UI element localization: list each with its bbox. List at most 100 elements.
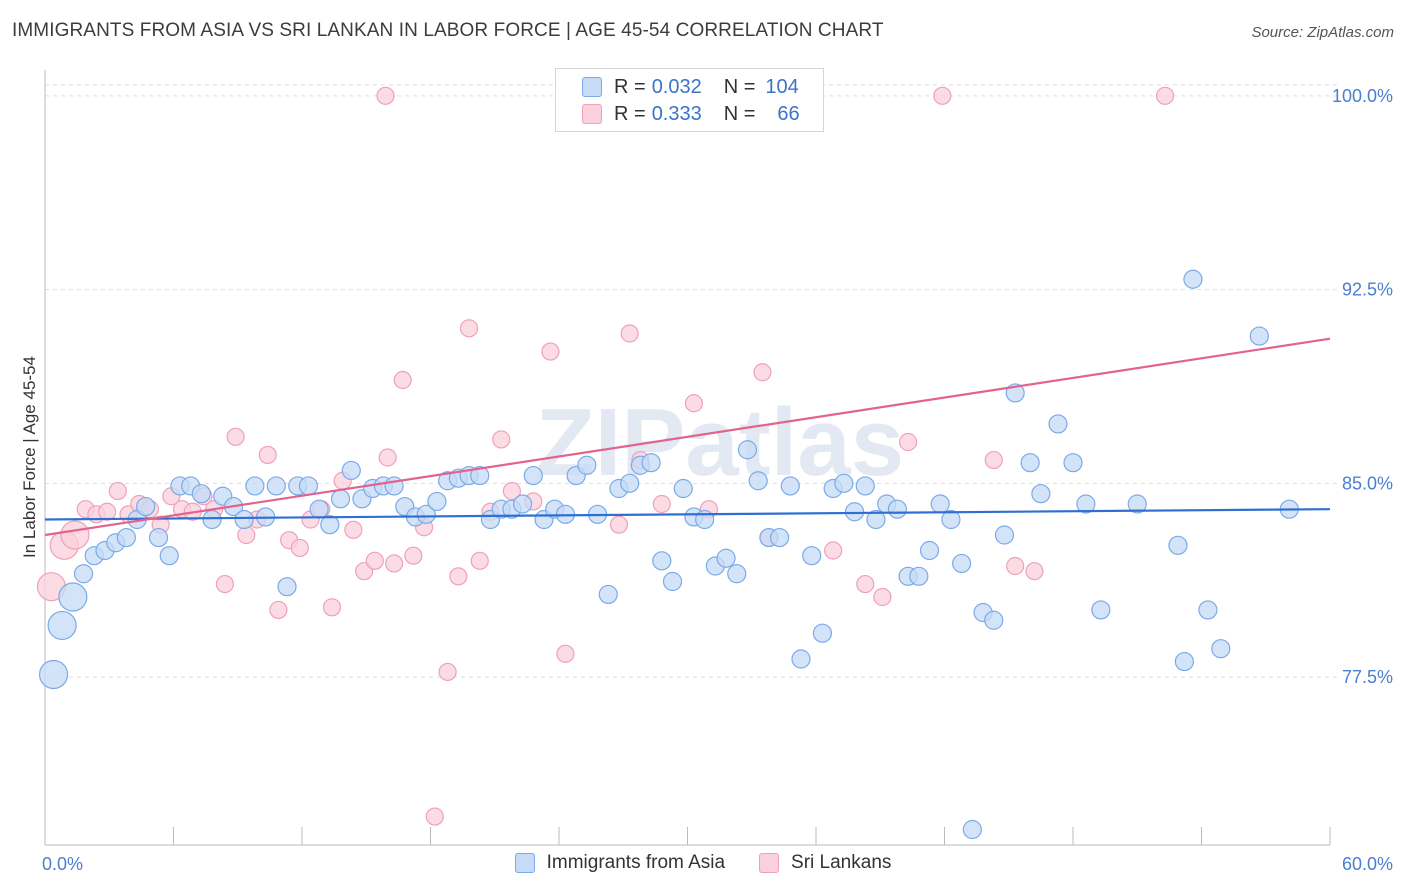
srilankan-point bbox=[60, 520, 90, 550]
srilankan-point bbox=[1006, 556, 1025, 576]
srilankan-point bbox=[108, 481, 127, 501]
asia-point bbox=[1020, 453, 1040, 473]
asia-point bbox=[1249, 326, 1269, 346]
legend-n-label: N = bbox=[723, 102, 756, 125]
srilankan-point bbox=[290, 538, 309, 558]
srilankan-point bbox=[898, 432, 918, 452]
legend-swatch-srilankan bbox=[759, 853, 780, 873]
legend-item-srilankan: Sri Lankans bbox=[759, 852, 891, 874]
asia-point bbox=[577, 455, 597, 475]
asia-point bbox=[844, 502, 865, 522]
srilankan-point bbox=[258, 445, 277, 465]
asia-point bbox=[962, 819, 982, 840]
asia-point bbox=[266, 476, 286, 496]
asia-trend-line bbox=[44, 508, 1331, 521]
asia-point bbox=[1174, 651, 1194, 672]
asia-point bbox=[919, 540, 940, 561]
legend-r-label: R = bbox=[614, 102, 646, 125]
srilankan-point bbox=[384, 554, 404, 573]
asia-point bbox=[330, 489, 351, 509]
asia-point bbox=[427, 491, 447, 512]
srilankan-trend-line bbox=[44, 337, 1331, 537]
srilankan-point bbox=[404, 546, 423, 565]
asia-point bbox=[1091, 600, 1111, 620]
asia-point bbox=[1063, 453, 1083, 473]
legend-n-label: N = bbox=[723, 75, 756, 98]
asia-point bbox=[791, 649, 811, 669]
srilankan-point bbox=[459, 319, 479, 338]
trend-lines bbox=[44, 337, 1331, 537]
asia-point bbox=[930, 494, 950, 514]
asia-point bbox=[769, 527, 790, 548]
x-tick-label-max: 60.0% bbox=[1342, 854, 1393, 874]
asia-point bbox=[73, 564, 94, 584]
srilankan-point bbox=[470, 551, 489, 570]
asia-point bbox=[662, 571, 683, 592]
asia-point bbox=[812, 623, 833, 643]
asia-point bbox=[866, 509, 886, 530]
srilankan-point bbox=[344, 520, 363, 539]
asia-point bbox=[116, 527, 136, 548]
asia-point bbox=[277, 577, 297, 597]
legend-label-asia: Immigrants from Asia bbox=[546, 852, 726, 873]
asia-point bbox=[909, 566, 929, 586]
srilankan-point bbox=[753, 363, 772, 382]
tick-labels: 77.5% 85.0% 92.5% 100.0% 0.0% 60.0% bbox=[42, 86, 1393, 874]
srilankan-point bbox=[425, 807, 444, 826]
asia-point bbox=[234, 509, 254, 530]
srilankan-point bbox=[378, 448, 397, 467]
srilankan-point bbox=[1155, 86, 1175, 105]
asia-point bbox=[309, 499, 329, 519]
legend-item-asia: Immigrants from Asia bbox=[514, 852, 726, 874]
srilankan-point bbox=[438, 662, 457, 682]
y-axis-label: In Labor Force | Age 45-54 bbox=[20, 356, 39, 558]
asia-point bbox=[1198, 600, 1218, 620]
asia-point bbox=[1168, 535, 1188, 555]
srilankan-point bbox=[556, 644, 575, 663]
asia-point bbox=[1127, 494, 1147, 514]
srilankan-point bbox=[322, 598, 342, 617]
asia-point bbox=[737, 440, 758, 460]
asia-point bbox=[1031, 484, 1051, 504]
srilankan-point bbox=[226, 427, 245, 446]
srilankan-point bbox=[620, 324, 639, 343]
legend-r-value: 0.032 bbox=[651, 75, 702, 98]
x-tick-label-min: 0.0% bbox=[42, 854, 83, 874]
asia-point bbox=[887, 499, 907, 519]
asia-point bbox=[1048, 414, 1068, 434]
asia-point bbox=[780, 476, 800, 496]
srilankan-point bbox=[237, 525, 256, 545]
srilankan-point bbox=[98, 502, 117, 521]
asia-point bbox=[159, 546, 179, 566]
correlation-legend: R = 0.032 N = 104 R = 0.333 N = 66 bbox=[555, 68, 824, 132]
source-label: Source: ZipAtlas.com bbox=[1251, 24, 1394, 41]
legend-swatch-srilankan bbox=[582, 104, 602, 124]
asia-point bbox=[748, 471, 768, 491]
legend-n-value: 104 bbox=[765, 75, 799, 98]
srilankan-point bbox=[873, 587, 892, 607]
asia-point bbox=[1183, 269, 1203, 289]
srilankan-point bbox=[269, 600, 288, 620]
asia-point bbox=[641, 453, 661, 473]
srilankan-point bbox=[609, 515, 629, 534]
asia-point bbox=[727, 564, 747, 584]
asia-point bbox=[47, 610, 77, 641]
asia-point bbox=[1211, 639, 1231, 659]
asia-point bbox=[1076, 494, 1096, 514]
asia-point bbox=[523, 465, 543, 486]
asia-point bbox=[341, 460, 361, 481]
y-tick-label: 77.5% bbox=[1342, 667, 1393, 687]
asia-point bbox=[148, 527, 169, 548]
asia-point bbox=[716, 548, 736, 568]
asia-point bbox=[202, 509, 222, 530]
srilankan-point bbox=[376, 86, 395, 105]
legend-label-srilankan: Sri Lankans bbox=[791, 852, 892, 873]
asia-point bbox=[245, 476, 265, 496]
srilankan-point bbox=[856, 574, 875, 594]
grid-lines bbox=[45, 84, 1340, 678]
asia-point bbox=[802, 546, 822, 566]
asia-point bbox=[598, 584, 618, 605]
legend-row-asia: R = 0.032 N = 104 bbox=[582, 74, 799, 100]
srilankan-point bbox=[393, 370, 412, 390]
